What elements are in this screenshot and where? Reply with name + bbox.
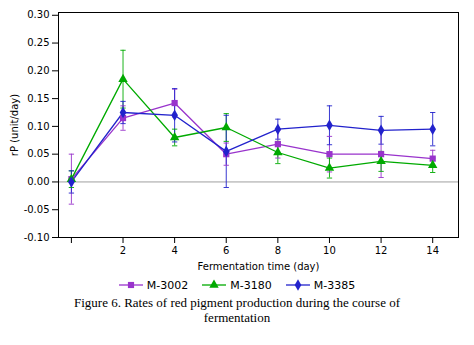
svg-text:12: 12 (375, 245, 388, 256)
html-text:M-3385: M-3385 (313, 278, 356, 292)
svg-text:0.00: 0.00 (27, 176, 49, 187)
svg-text:0.15: 0.15 (27, 93, 49, 104)
svg-text:0.05: 0.05 (27, 148, 49, 159)
html-text:M-3002: M-3002 (146, 278, 189, 292)
svg-text:-0.05: -0.05 (24, 204, 50, 215)
svg-text:0.30: 0.30 (27, 9, 49, 20)
svg-text:4: 4 (171, 245, 177, 256)
svg-text:8: 8 (275, 245, 281, 256)
html-text:M-3180: M-3180 (230, 278, 272, 292)
svg-text:-0.10: -0.10 (24, 232, 50, 243)
svg-text:0.20: 0.20 (27, 65, 49, 76)
svg-text:2: 2 (120, 245, 126, 256)
svg-text:0.10: 0.10 (27, 121, 49, 132)
html-text:Figure 6. Rates of red pigment: Figure 6. Rates of red pigment productio… (74, 295, 400, 310)
svg-text:rP (unit/day): rP (unit/day) (9, 94, 20, 156)
svg-text:Fermentation time (day): Fermentation time (day) (198, 261, 320, 272)
svg-text:6: 6 (223, 245, 229, 256)
svg-text:0.25: 0.25 (27, 37, 49, 48)
html-text:fermentation: fermentation (203, 310, 271, 325)
svg-text:10: 10 (323, 245, 336, 256)
svg-text:14: 14 (426, 245, 439, 256)
